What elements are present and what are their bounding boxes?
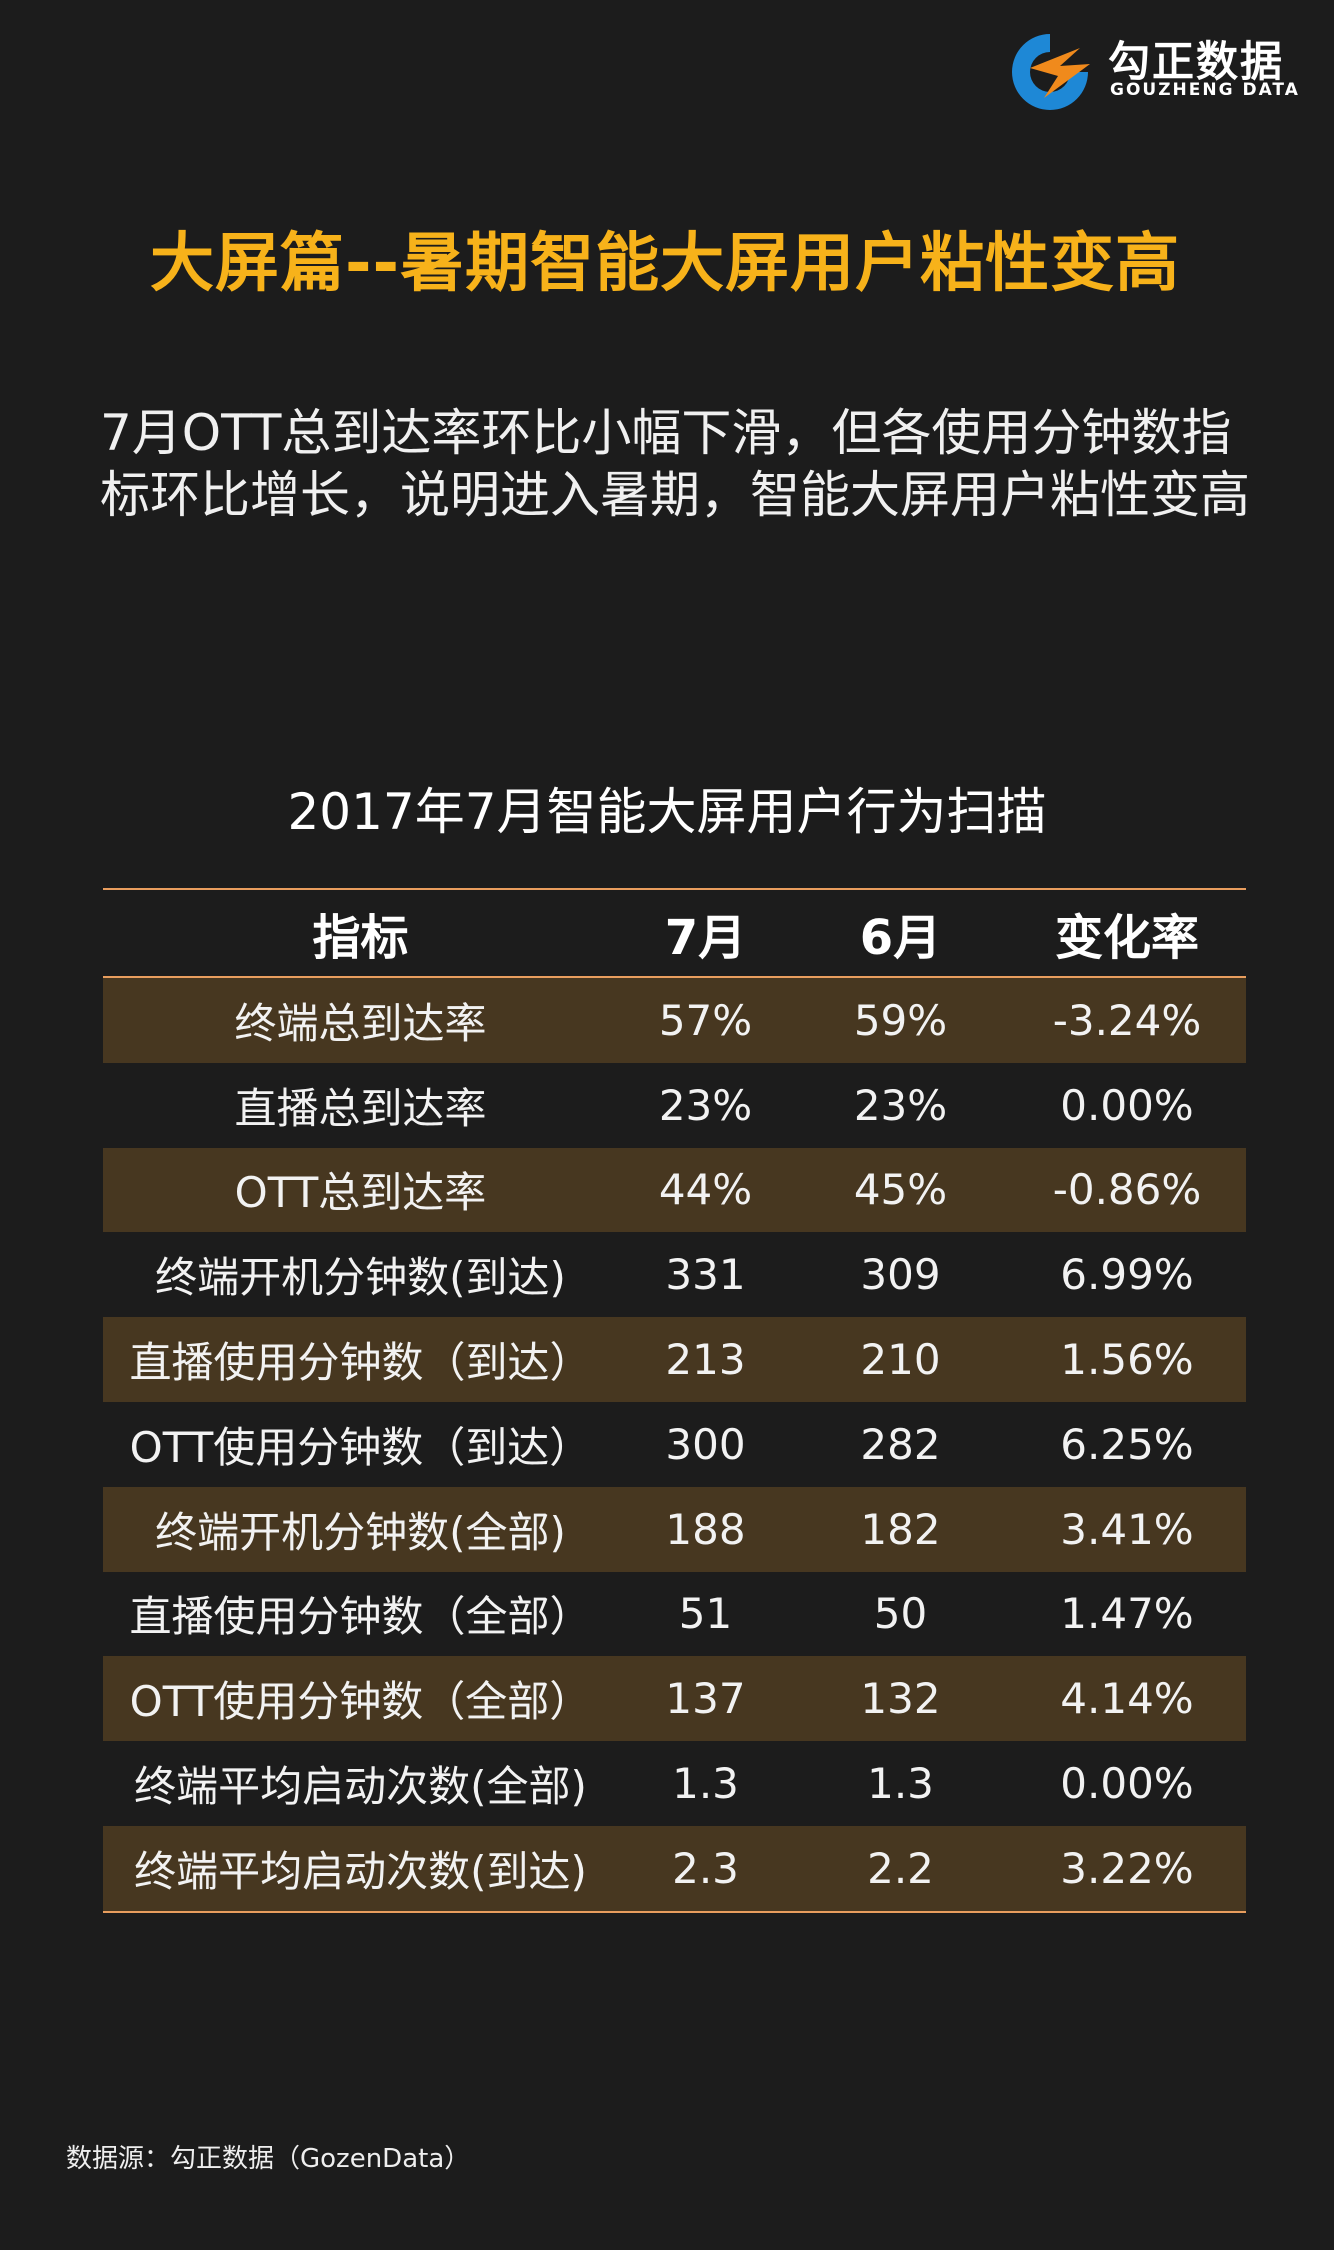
cell-change-rate: -0.86%: [1052, 1165, 1202, 1215]
summary-line-2: 标环比增长，说明进入暑期，智能大屏用户粘性变高: [100, 466, 1250, 524]
cell-change-rate: 1.56%: [1060, 1335, 1194, 1385]
cell-metric: 终端平均启动次数(全部): [134, 1762, 587, 1812]
cell-june: 45%: [853, 1165, 948, 1215]
cell-july: 51: [678, 1589, 733, 1639]
table-header: 指标 7月 6月 变化率: [103, 890, 1246, 978]
cell-july: 331: [665, 1250, 746, 1300]
cell-july: 57%: [658, 995, 753, 1045]
cell-july: 44%: [658, 1165, 753, 1215]
table-row: 直播使用分钟数（到达） 213 210 1.56%: [103, 1317, 1246, 1402]
header-july: 7月: [664, 910, 747, 966]
cell-metric: 直播使用分钟数（到达）: [129, 1338, 592, 1388]
table-row: 终端开机分钟数(到达) 331 309 6.99%: [103, 1232, 1246, 1317]
logo-name-en: GOUZHENG DATA: [1110, 80, 1300, 100]
cell-change-rate: 0.00%: [1060, 1759, 1194, 1809]
cell-july: 1.3: [672, 1759, 739, 1809]
table-row: OTT使用分钟数（全部） 137 132 4.14%: [103, 1656, 1246, 1742]
cell-change-rate: -3.24%: [1052, 995, 1202, 1045]
gouzheng-logo-icon: [1012, 34, 1090, 110]
cell-july: 137: [665, 1674, 746, 1724]
cell-metric: OTT总到达率: [234, 1168, 487, 1218]
page-title: 大屏篇--暑期智能大屏用户粘性变高: [150, 227, 1181, 301]
cell-june: 132: [860, 1674, 941, 1724]
cell-june: 2.2: [867, 1843, 934, 1893]
data-source-note: 数据源：勾正数据（GozenData）: [66, 2144, 471, 2174]
table-row: OTT总到达率 44% 45% -0.86%: [103, 1147, 1246, 1233]
cell-metric: OTT使用分钟数（到达）: [129, 1422, 592, 1472]
cell-june: 23%: [853, 1080, 948, 1130]
table-row: 终端总到达率 57% 59% -3.24%: [103, 978, 1246, 1063]
table-row: 直播使用分钟数（全部） 51 50 1.47%: [103, 1572, 1246, 1657]
cell-june: 182: [860, 1504, 941, 1554]
table-title: 2017年7月智能大屏用户行为扫描: [287, 783, 1047, 841]
cell-metric: OTT使用分钟数（全部）: [129, 1677, 592, 1727]
cell-july: 213: [665, 1335, 746, 1385]
cell-july: 23%: [658, 1080, 753, 1130]
cell-metric: 终端平均启动次数(到达): [134, 1846, 587, 1896]
table-row: 直播总到达率 23% 23% 0.00%: [103, 1063, 1246, 1148]
cell-change-rate: 0.00%: [1060, 1080, 1194, 1130]
cell-change-rate: 6.25%: [1060, 1419, 1194, 1469]
logo-name-cn: 勾正数据: [1108, 37, 1285, 86]
cell-july: 300: [665, 1419, 746, 1469]
cell-metric: 终端开机分钟数(到达): [155, 1253, 566, 1303]
table-row: 终端平均启动次数(到达) 2.3 2.2 3.22%: [103, 1825, 1246, 1911]
cell-metric: 直播使用分钟数（全部）: [129, 1592, 592, 1642]
cell-change-rate: 1.47%: [1060, 1589, 1194, 1639]
cell-change-rate: 3.41%: [1060, 1504, 1194, 1554]
cell-july: 2.3: [672, 1843, 739, 1893]
cell-change-rate: 3.22%: [1060, 1843, 1194, 1893]
cell-june: 210: [860, 1335, 941, 1385]
data-table: 指标 7月 6月 变化率 终端总到达率 57% 59% -3.24% 直播总到达率 23%…: [103, 888, 1246, 1913]
summary-line-1: 7月OTT总到达率环比小幅下滑，但各使用分钟数指: [100, 404, 1232, 462]
table-body: 终端总到达率 57% 59% -3.24% 直播总到达率 23% 23% 0.00% OTT总到…: [103, 978, 1246, 1911]
cell-metric: 直播总到达率: [234, 1083, 487, 1133]
cell-metric: 终端总到达率: [234, 998, 487, 1048]
table-row: OTT使用分钟数（到达） 300 282 6.25%: [103, 1402, 1246, 1487]
cell-change-rate: 4.14%: [1060, 1674, 1194, 1724]
header-change-rate: 变化率: [1054, 910, 1199, 966]
table-row: 终端平均启动次数(全部) 1.3 1.3 0.00%: [103, 1741, 1246, 1826]
cell-june: 309: [860, 1250, 941, 1300]
header-june: 6月: [859, 910, 942, 966]
table-row: 终端开机分钟数(全部) 188 182 3.41%: [103, 1486, 1246, 1572]
cell-change-rate: 6.99%: [1060, 1250, 1194, 1300]
cell-june: 1.3: [867, 1759, 934, 1809]
cell-june: 50: [873, 1589, 928, 1639]
cell-july: 188: [665, 1504, 746, 1554]
summary-text: 7月OTT总到达率环比小幅下滑，但各使用分钟数指 标环比增长，说明进入暑期，智能…: [100, 402, 1260, 526]
brand-logo: 勾正数据 GOUZHENG DATA: [1000, 24, 1310, 114]
cell-june: 282: [860, 1419, 941, 1469]
header-metric: 指标: [312, 910, 409, 966]
cell-metric: 终端开机分钟数(全部): [155, 1507, 566, 1557]
cell-june: 59%: [853, 995, 948, 1045]
